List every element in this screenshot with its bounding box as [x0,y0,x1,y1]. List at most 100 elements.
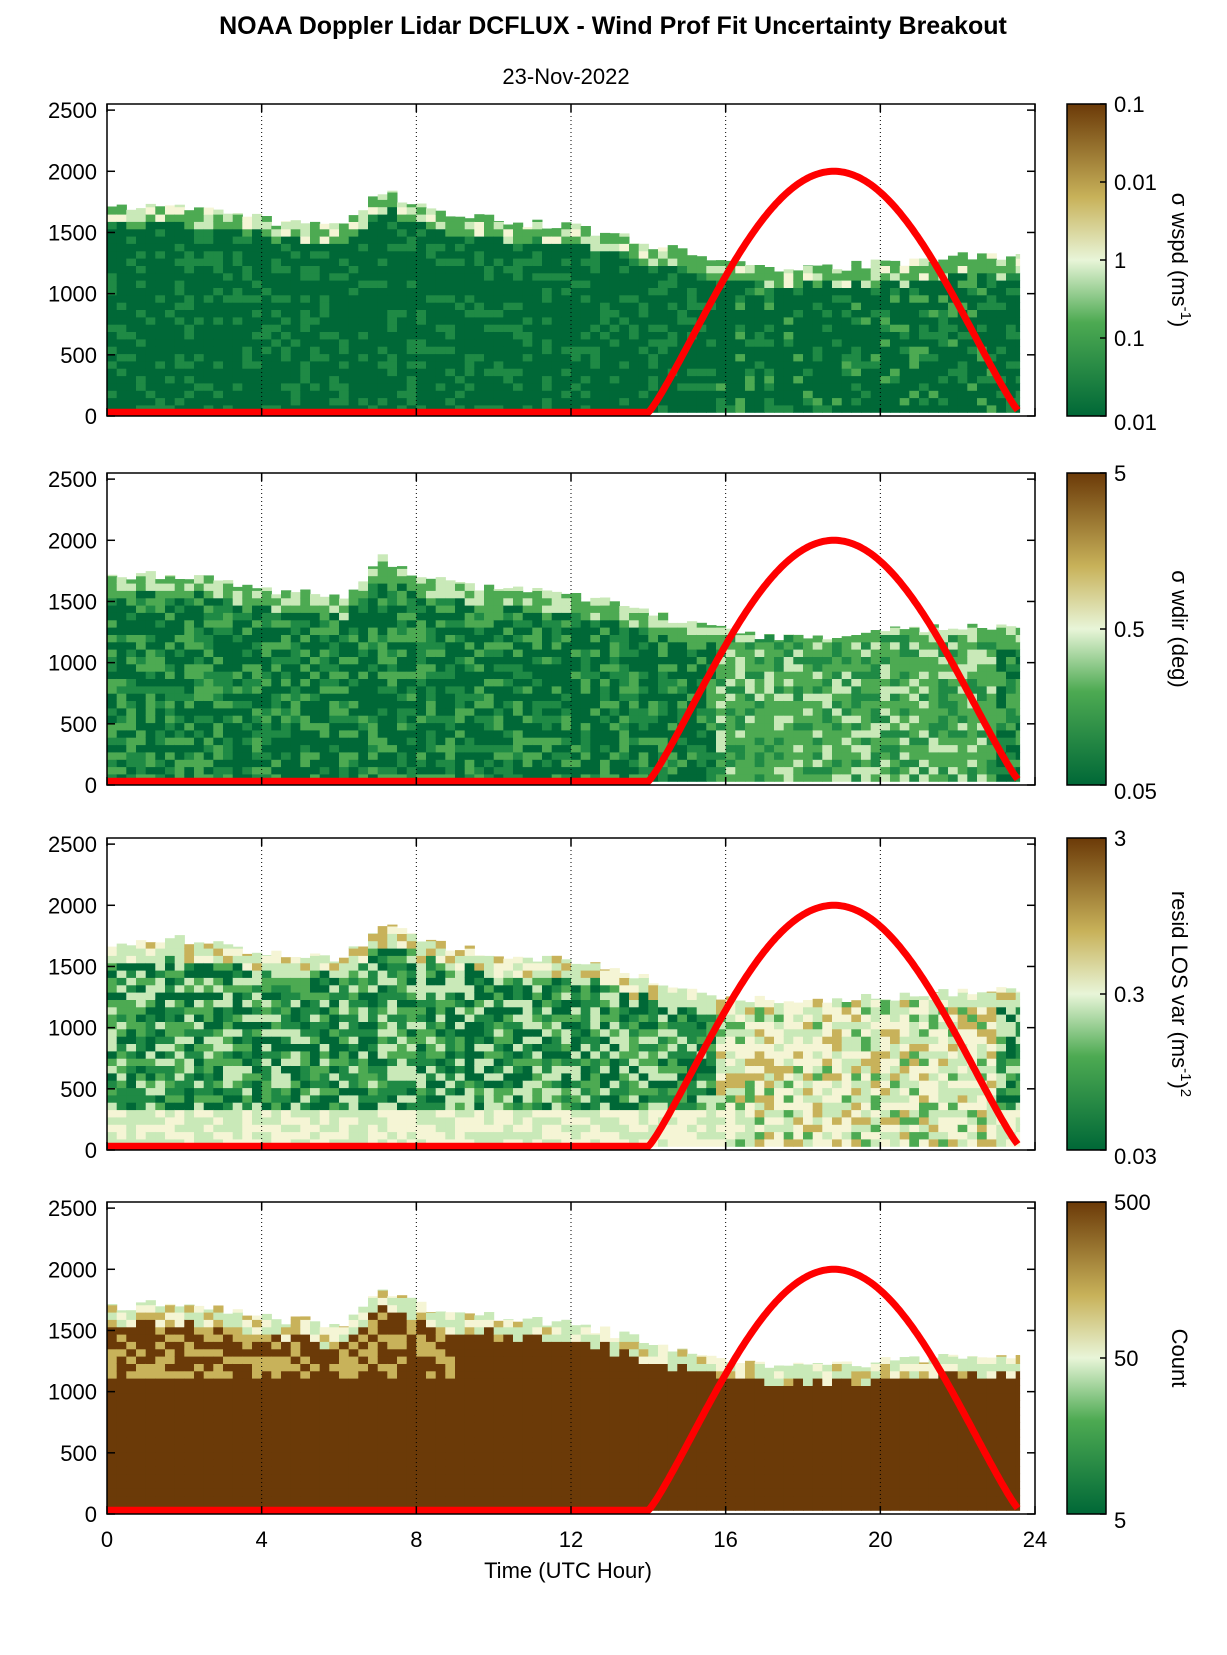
heatmap-cell [667,671,678,679]
heatmap-cell [281,693,292,701]
heatmap-cell [822,678,833,687]
heatmap-cell [474,707,485,716]
heatmap-cell [184,360,195,369]
heatmap-cell [783,269,794,274]
heatmap-cell [677,707,688,716]
heatmap-cell [281,346,292,355]
heatmap-cell [774,302,785,310]
heatmap-cell [996,353,1007,362]
heatmap-cell [319,331,330,340]
heatmap-cell [252,597,263,606]
heatmap-cell [232,752,243,760]
heatmap-cell [300,375,311,384]
heatmap-cell [232,294,243,303]
heatmap-cell [542,272,553,281]
heatmap-cell [261,612,272,621]
heatmap-cell [1015,656,1021,665]
heatmap-cell [986,287,997,296]
heatmap-cell [464,287,475,296]
heatmap-cell [841,744,852,753]
heatmap-cell [706,324,717,332]
heatmap-cell [1006,707,1017,716]
heatmap-cell [938,707,949,716]
heatmap-cell [890,316,901,325]
heatmap-cell [368,206,379,215]
heatmap-cell [619,390,630,399]
heatmap-cell [725,663,736,672]
heatmap-cell [648,615,659,621]
heatmap-cell [706,405,717,413]
heatmap-cell [348,383,359,391]
heatmap-cell [145,656,156,665]
heatmap-cell [812,309,823,318]
heatmap-cell [648,338,659,347]
heatmap-cell [455,671,466,679]
heatmap-cell [464,346,475,355]
heatmap-cell [203,766,214,775]
heatmap-cell [590,368,601,377]
heatmap-cell [397,250,408,259]
heatmap-cell [232,258,243,266]
heatmap-cell [725,302,736,310]
heatmap-cell [793,405,804,413]
heatmap-cell [754,302,765,310]
heatmap-cell [406,597,417,606]
heatmap-cell [136,962,147,971]
heatmap-cell [261,685,272,694]
heatmap-cell [474,649,485,657]
heatmap-cell [551,729,562,738]
heatmap-cell [716,272,727,281]
heatmap-cell [919,324,930,332]
heatmap-cell [136,1050,147,1059]
heatmap-cell [145,331,156,340]
heatmap-cell [977,700,988,709]
heatmap-cell [522,722,533,731]
heatmap-cell [223,744,234,753]
heatmap-cell [242,243,253,252]
heatmap-cell [319,737,330,746]
heatmap-cell [474,324,485,332]
heatmap-cell [532,627,543,635]
heatmap-cell [300,619,311,628]
heatmap-cell [261,590,272,599]
heatmap-cell [203,207,214,215]
heatmap-cell [435,597,446,606]
heatmap-cell [861,390,872,399]
heatmap-cell [319,612,330,621]
heatmap-cell [909,294,920,303]
heatmap-cell [281,590,292,591]
heatmap-cell [522,294,533,303]
heatmap-cell [387,634,398,643]
heatmap-cell [735,634,746,643]
heatmap-cell [319,619,330,628]
heatmap-cell [658,693,669,701]
heatmap-cell [754,729,765,738]
heatmap-cell [658,309,669,318]
heatmap-cell [300,338,311,347]
heatmap-cell [484,584,495,591]
heatmap-cell [725,272,736,281]
heatmap-cell [435,236,446,244]
heatmap-cell [145,280,156,288]
heatmap-cell [822,774,833,782]
heatmap-cell [986,641,997,650]
heatmap-cell [503,634,514,643]
heatmap-cell [426,302,437,310]
heatmap-cell [426,685,437,694]
heatmap-cell [706,729,717,738]
heatmap-cell [329,729,340,738]
heatmap-cell [377,353,388,362]
heatmap-cell [223,663,234,672]
heatmap-cell [416,272,427,281]
heatmap-cell [377,287,388,296]
heatmap-cell [107,346,118,355]
heatmap-cell [532,671,543,679]
heatmap-cell [116,693,127,701]
heatmap-cell [909,280,920,288]
heatmap-cell [368,575,379,584]
heatmap-cell [165,228,176,237]
heatmap-cell [522,331,533,340]
heatmap-cell [252,213,263,215]
heatmap-cell [590,649,601,657]
